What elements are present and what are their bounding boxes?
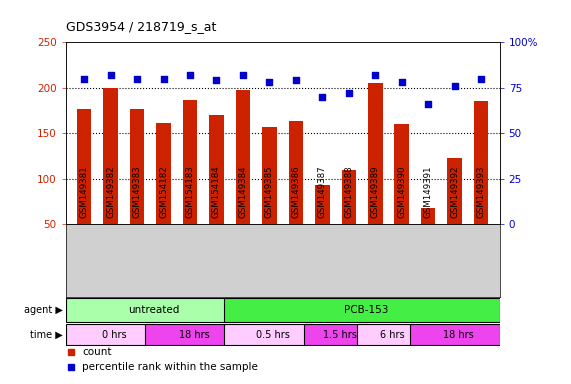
Bar bbox=[183, 99, 198, 224]
Point bbox=[397, 79, 407, 85]
Text: GDS3954 / 218719_s_at: GDS3954 / 218719_s_at bbox=[66, 20, 216, 33]
Point bbox=[132, 76, 142, 82]
Text: untreated: untreated bbox=[128, 305, 180, 315]
Bar bbox=[304, 324, 367, 345]
Bar bbox=[262, 127, 277, 224]
Text: time ▶: time ▶ bbox=[30, 330, 63, 340]
Text: percentile rank within the sample: percentile rank within the sample bbox=[82, 362, 258, 372]
Point bbox=[212, 78, 221, 84]
Point bbox=[450, 83, 459, 89]
Bar bbox=[224, 298, 500, 322]
Point bbox=[371, 72, 380, 78]
Text: count: count bbox=[82, 347, 112, 357]
Point bbox=[344, 90, 353, 96]
Bar bbox=[315, 185, 329, 224]
Text: 1.5 hrs: 1.5 hrs bbox=[323, 330, 356, 340]
Point bbox=[79, 76, 89, 82]
Bar bbox=[474, 101, 488, 224]
Bar bbox=[421, 208, 436, 224]
Text: PCB-153: PCB-153 bbox=[344, 305, 388, 315]
Bar bbox=[224, 324, 315, 345]
Bar bbox=[156, 123, 171, 224]
Point bbox=[318, 94, 327, 100]
Bar bbox=[130, 109, 144, 224]
Text: agent ▶: agent ▶ bbox=[24, 305, 63, 315]
Bar bbox=[209, 115, 224, 224]
Bar bbox=[447, 158, 462, 224]
Text: 0 hrs: 0 hrs bbox=[102, 330, 127, 340]
Point bbox=[424, 101, 433, 107]
Point bbox=[265, 79, 274, 85]
Bar bbox=[395, 124, 409, 224]
Text: 18 hrs: 18 hrs bbox=[179, 330, 210, 340]
Bar bbox=[341, 170, 356, 224]
Text: 0.5 hrs: 0.5 hrs bbox=[256, 330, 290, 340]
Text: 18 hrs: 18 hrs bbox=[443, 330, 474, 340]
Bar bbox=[357, 324, 420, 345]
Point bbox=[186, 72, 195, 78]
Bar bbox=[66, 298, 235, 322]
Bar bbox=[103, 88, 118, 224]
Point bbox=[159, 76, 168, 82]
Point bbox=[238, 72, 247, 78]
Bar bbox=[77, 109, 91, 224]
Point bbox=[106, 72, 115, 78]
Text: 6 hrs: 6 hrs bbox=[380, 330, 405, 340]
Point bbox=[477, 76, 486, 82]
Bar bbox=[66, 324, 156, 345]
Point bbox=[291, 78, 300, 84]
Bar bbox=[368, 83, 383, 224]
Bar bbox=[236, 89, 250, 224]
Bar bbox=[288, 121, 303, 224]
Bar bbox=[145, 324, 235, 345]
Bar bbox=[409, 324, 500, 345]
